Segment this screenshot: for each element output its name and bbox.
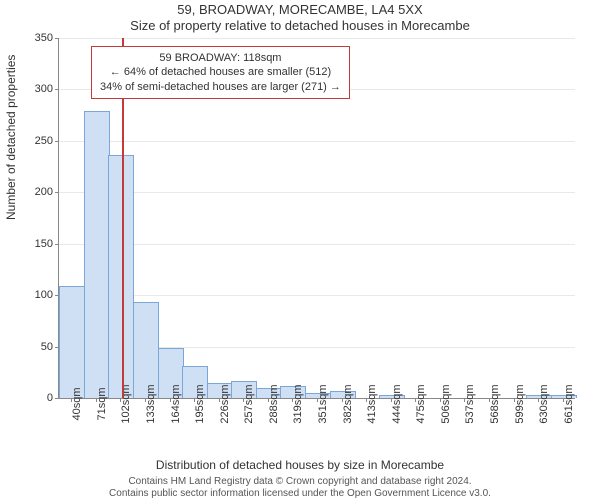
x-tick-label: 195sqm (194, 384, 206, 423)
y-tick-mark (55, 244, 59, 245)
y-tick-label: 0 (47, 392, 53, 404)
gridline (59, 38, 575, 39)
y-tick-label: 150 (35, 238, 53, 250)
x-tick-label: 382sqm (342, 384, 354, 423)
x-tick-label: 475sqm (415, 384, 427, 423)
annotation-line1: 59 BROADWAY: 118sqm (100, 51, 341, 65)
plot-area: 05010015020025030035040sqm71sqm102sqm133… (58, 38, 575, 399)
y-tick-mark (55, 89, 59, 90)
y-tick-label: 50 (41, 341, 53, 353)
bar (59, 286, 85, 398)
y-tick-label: 200 (35, 186, 53, 198)
annotation-box: 59 BROADWAY: 118sqm← 64% of detached hou… (91, 46, 350, 99)
y-tick-mark (55, 398, 59, 399)
x-tick-label: 599sqm (514, 384, 526, 423)
x-tick-label: 288sqm (268, 384, 280, 423)
gridline (59, 295, 575, 296)
chart-container: 59, BROADWAY, MORECAMBE, LA4 5XX Size of… (0, 0, 600, 500)
bar (84, 111, 110, 398)
x-tick-label: 226sqm (219, 384, 231, 423)
annotation-line2: ← 64% of detached houses are smaller (51… (100, 65, 341, 79)
gridline (59, 244, 575, 245)
x-tick-label: 568sqm (489, 384, 501, 423)
x-tick-label: 319sqm (292, 384, 304, 423)
y-axis-label: Number of detached properties (4, 55, 18, 220)
x-tick-label: 413sqm (366, 384, 378, 423)
x-tick-label: 40sqm (71, 387, 83, 420)
x-tick-label: 661sqm (563, 384, 575, 423)
y-tick-label: 350 (35, 32, 53, 44)
y-tick-mark (55, 38, 59, 39)
y-tick-label: 100 (35, 289, 53, 301)
footer-line2: Contains public sector information licen… (0, 488, 600, 500)
footer-line1: Contains HM Land Registry data © Crown c… (0, 476, 600, 488)
y-tick-label: 300 (35, 83, 53, 95)
x-tick-label: 506sqm (440, 384, 452, 423)
footer: Contains HM Land Registry data © Crown c… (0, 476, 600, 500)
x-tick-label: 164sqm (170, 384, 182, 423)
y-tick-mark (55, 192, 59, 193)
title-line2: Size of property relative to detached ho… (0, 18, 600, 33)
annotation-line3: 34% of semi-detached houses are larger (… (100, 80, 341, 94)
x-tick-label: 71sqm (96, 387, 108, 420)
x-tick-label: 444sqm (391, 384, 403, 423)
x-tick-label: 630sqm (538, 384, 550, 423)
y-tick-label: 250 (35, 135, 53, 147)
title-line1: 59, BROADWAY, MORECAMBE, LA4 5XX (0, 2, 600, 17)
x-axis-label: Distribution of detached houses by size … (0, 458, 600, 472)
gridline (59, 192, 575, 193)
x-tick-label: 257sqm (243, 384, 255, 423)
x-tick-label: 351sqm (317, 384, 329, 423)
x-tick-label: 133sqm (145, 384, 157, 423)
y-tick-mark (55, 141, 59, 142)
gridline (59, 141, 575, 142)
x-tick-label: 537sqm (464, 384, 476, 423)
